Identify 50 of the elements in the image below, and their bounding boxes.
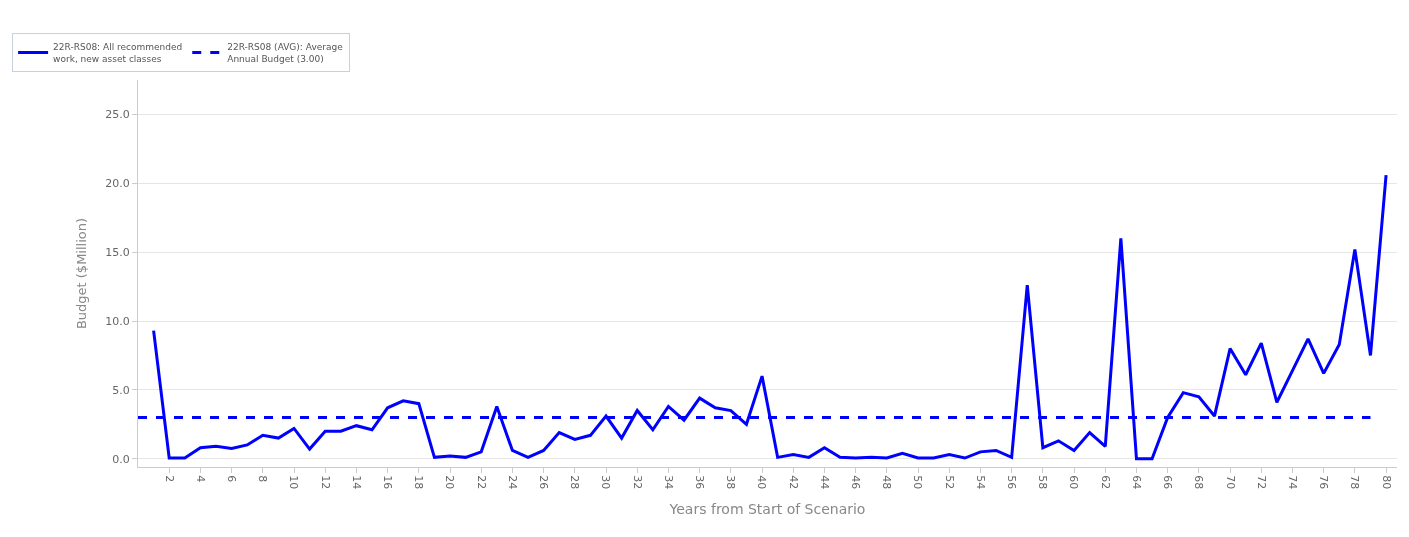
y-tick-label: 15.0 <box>105 246 130 259</box>
x-tick-label: 46 <box>849 475 863 490</box>
x-tick-label: 14 <box>349 475 363 490</box>
legend-label: 22R-RS08 (AVG): Average Annual Budget (3.00) <box>227 42 344 64</box>
x-tick-label: 2 <box>162 475 176 483</box>
x-tick-label: 48 <box>880 475 894 490</box>
x-tick-label: 44 <box>817 475 831 490</box>
x-tick-label: 76 <box>1317 475 1331 490</box>
x-tick-label: 16 <box>381 475 395 490</box>
x-tick-label: 6 <box>225 475 239 483</box>
x-tick-label: 10 <box>287 475 301 490</box>
x-tick-label: 66 <box>1161 475 1175 490</box>
x-tick-label: 52 <box>942 475 956 490</box>
x-tick-label: 72 <box>1254 475 1268 490</box>
x-tick-label: 8 <box>256 475 270 483</box>
x-tick-label: 4 <box>193 475 207 483</box>
x-tick-label: 68 <box>1192 475 1206 490</box>
x-tick-label: 20 <box>443 475 457 490</box>
x-tick-label: 38 <box>724 475 738 490</box>
x-tick-label: 74 <box>1285 475 1299 490</box>
x-tick-label: 78 <box>1348 475 1362 490</box>
x-tick-label: 22 <box>474 475 488 490</box>
y-tick-label: 10.0 <box>105 314 130 328</box>
x-tick-label: 34 <box>661 475 675 490</box>
x-tick-label: 60 <box>1067 475 1081 490</box>
legend-label: 22R-RS08: All recommended work, new asset classes <box>53 42 183 64</box>
y-axis-title: Budget ($Million) <box>74 217 90 330</box>
x-tick-label: 80 <box>1379 475 1393 490</box>
x-tick-label: 24 <box>505 475 519 490</box>
x-tick-label: 42 <box>786 475 800 490</box>
x-tick-label: 70 <box>1223 475 1237 490</box>
x-axis-title: Years from Start of Scenario <box>668 500 866 517</box>
x-tick-label: 50 <box>911 475 925 490</box>
x-tick-label: 36 <box>693 475 707 490</box>
y-tick-label: 20.0 <box>105 177 130 191</box>
x-tick-label: 54 <box>973 475 987 490</box>
x-tick-label: 28 <box>568 475 582 490</box>
y-tick-label: 5.0 <box>112 383 130 397</box>
y-tick-label: 0.0 <box>112 452 130 466</box>
x-tick-label: 12 <box>318 475 332 490</box>
x-tick-label: 32 <box>630 475 644 490</box>
x-tick-label: 62 <box>1098 475 1112 490</box>
x-tick-label: 18 <box>412 475 426 490</box>
x-tick-label: 58 <box>1036 475 1050 490</box>
x-tick-label: 64 <box>1129 475 1143 490</box>
x-tick-label: 26 <box>537 475 551 490</box>
y-tick-label: 25.0 <box>105 108 130 122</box>
x-tick-label: 56 <box>1005 475 1019 490</box>
x-tick-label: 30 <box>599 475 613 490</box>
x-tick-label: 40 <box>755 475 769 490</box>
